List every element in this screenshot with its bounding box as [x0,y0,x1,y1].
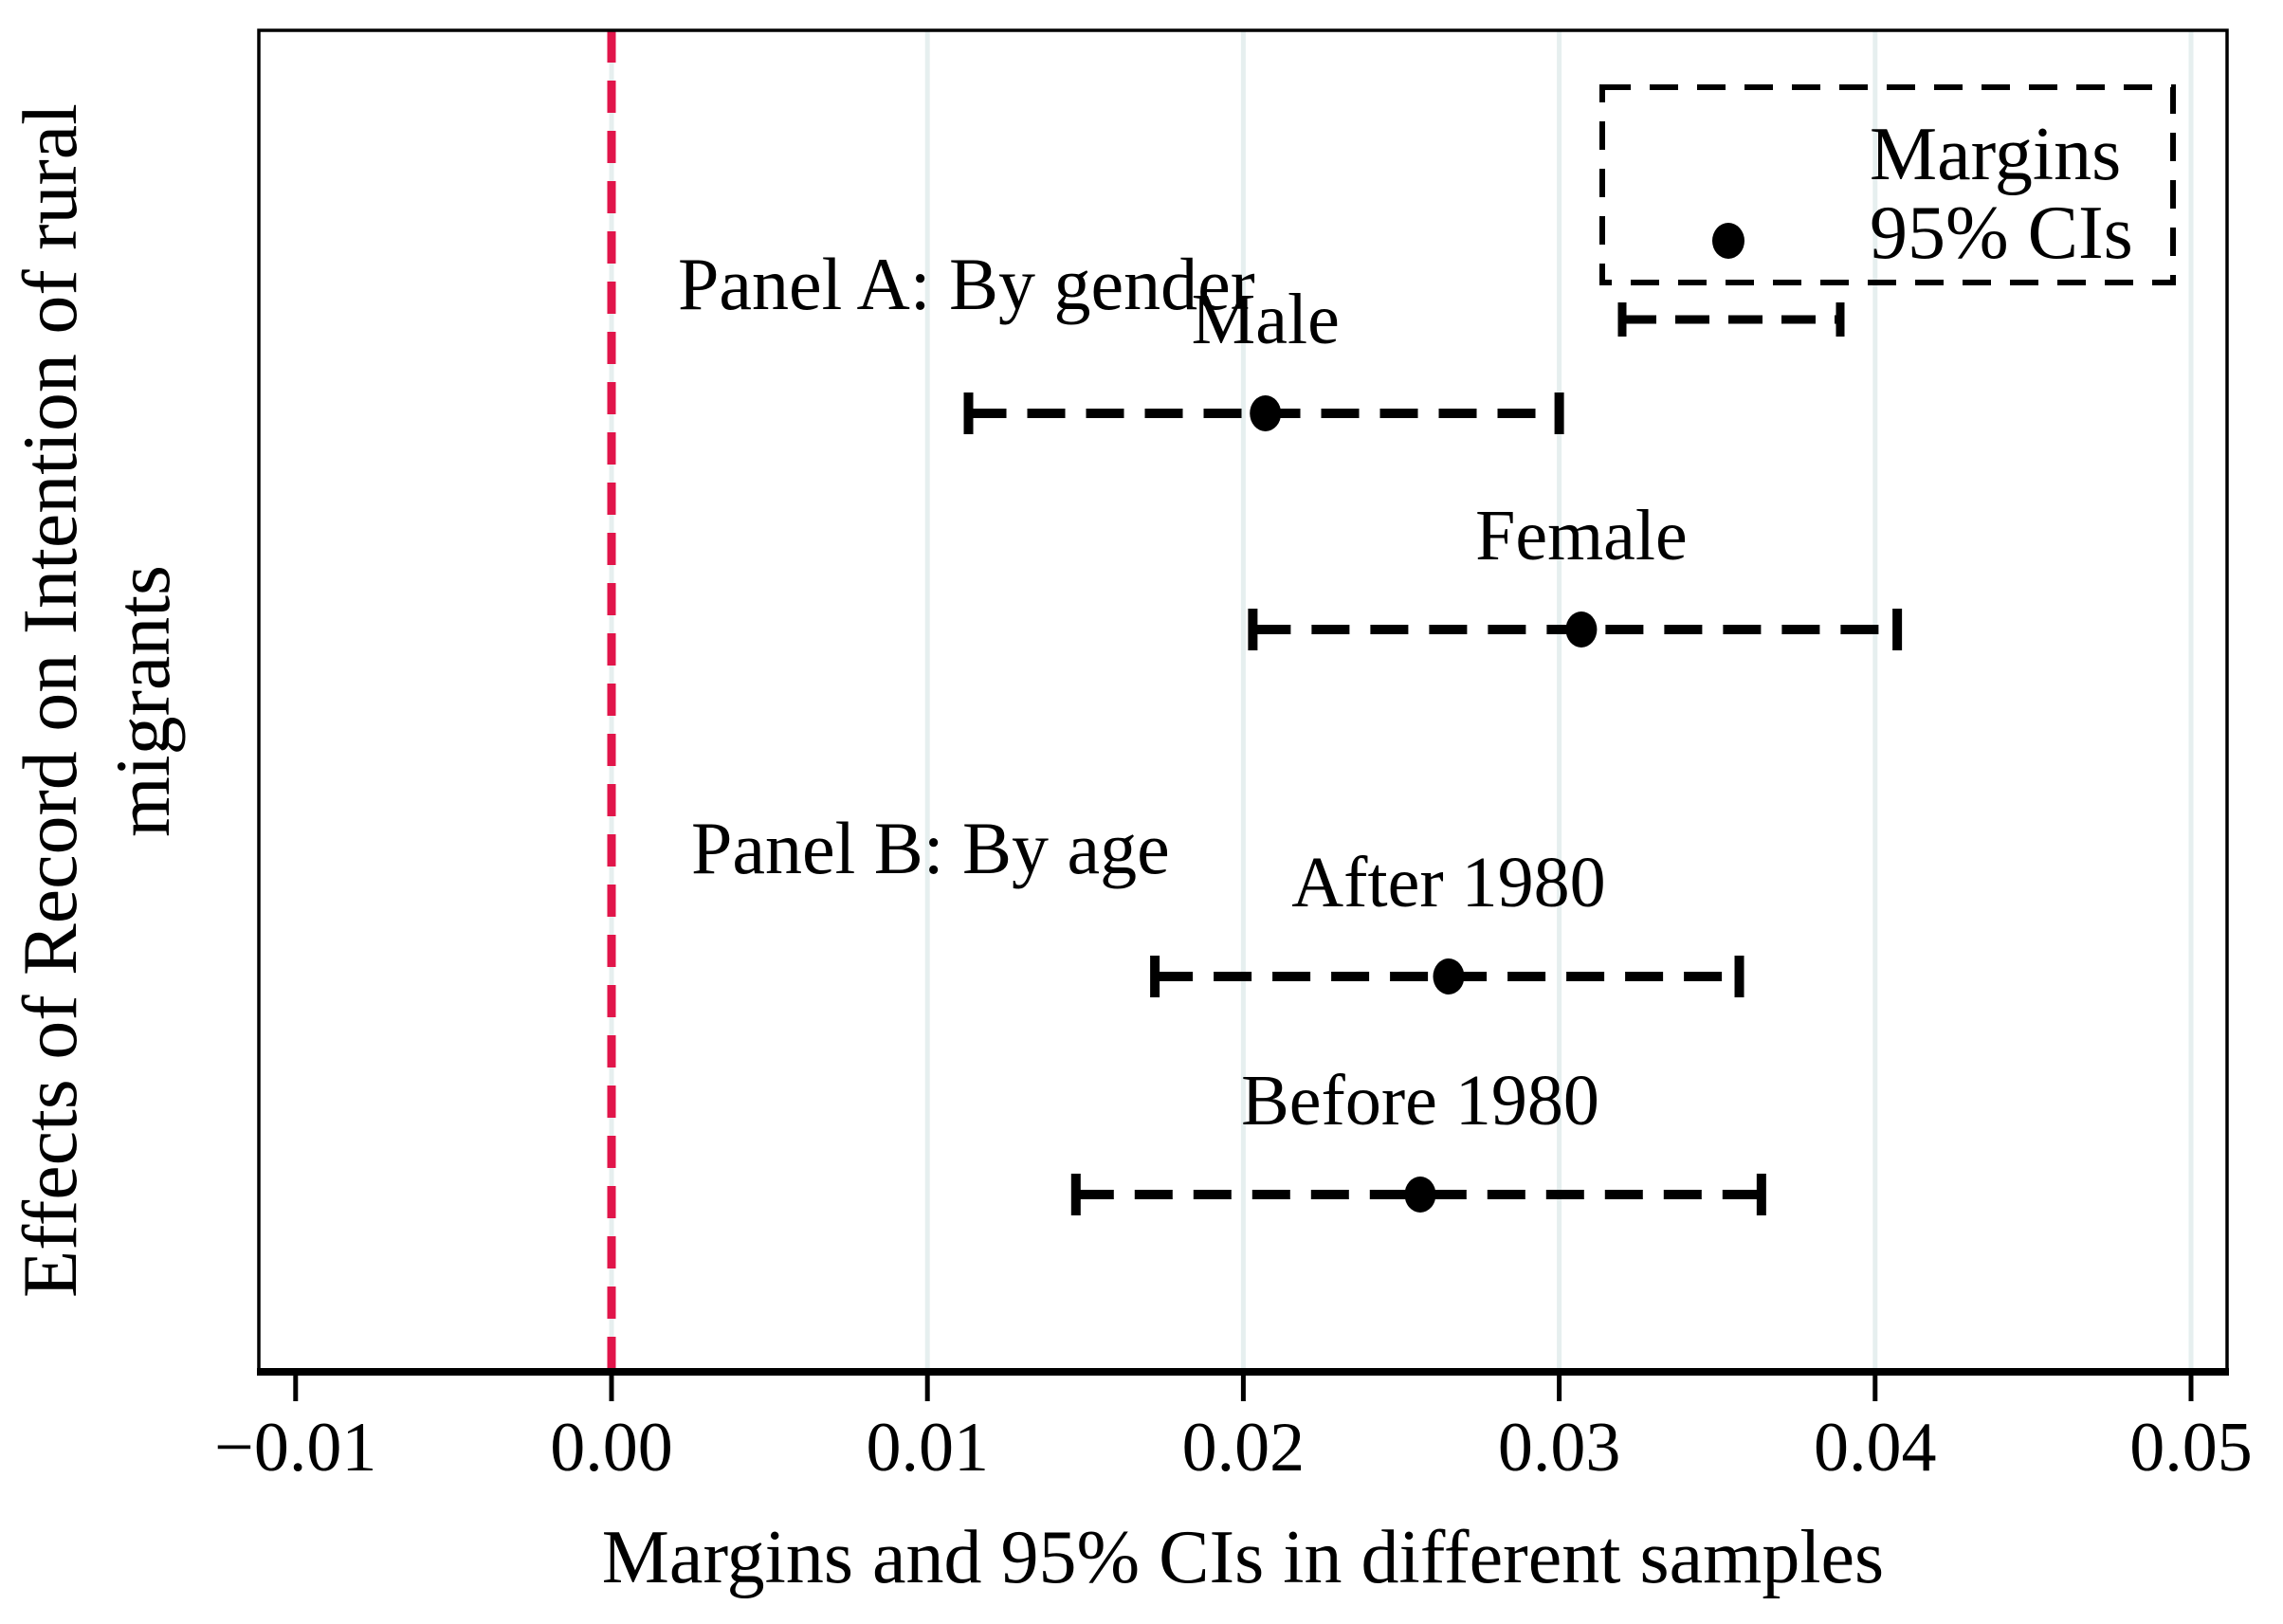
x-tick-label: 0.03 [1497,1409,1621,1487]
x-tick-label: 0.02 [1181,1409,1306,1487]
x-tick-label: 0.00 [550,1409,673,1487]
point-label: Before 1980 [1241,1061,1599,1140]
legend-border [1599,84,2176,285]
legend-dot-sample [1712,223,1744,259]
point-label: After 1980 [1291,843,1606,922]
margin-marker [1250,395,1282,431]
x-tick-label: 0.04 [1814,1409,1937,1487]
point-label: Female [1475,496,1688,575]
margin-marker [1433,958,1465,994]
margin-marker [1404,1177,1436,1213]
margin-marker [1565,611,1598,648]
legend-label-95ci: 95% CIs [1870,192,2133,275]
legend-label-margins: Margins [1870,113,2122,196]
x-axis-title: Margins and 95% CIs in different samples [601,1516,1885,1599]
x-tick-label: −0.01 [214,1409,377,1487]
y-axis-title-line1: Effects of Record on Intention of rural [7,103,93,1299]
panel-heading: Panel A: By gender [678,243,1255,325]
panel-heading: Panel B: By age [691,807,1170,889]
y-axis-title: Effects of Record on Intention of rural … [4,30,193,1372]
y-axis-title-line2: migrants [100,565,186,837]
x-tick-label: 0.05 [2129,1409,2253,1487]
point-label: Male [1191,280,1340,359]
x-tick-label: 0.01 [866,1409,989,1487]
